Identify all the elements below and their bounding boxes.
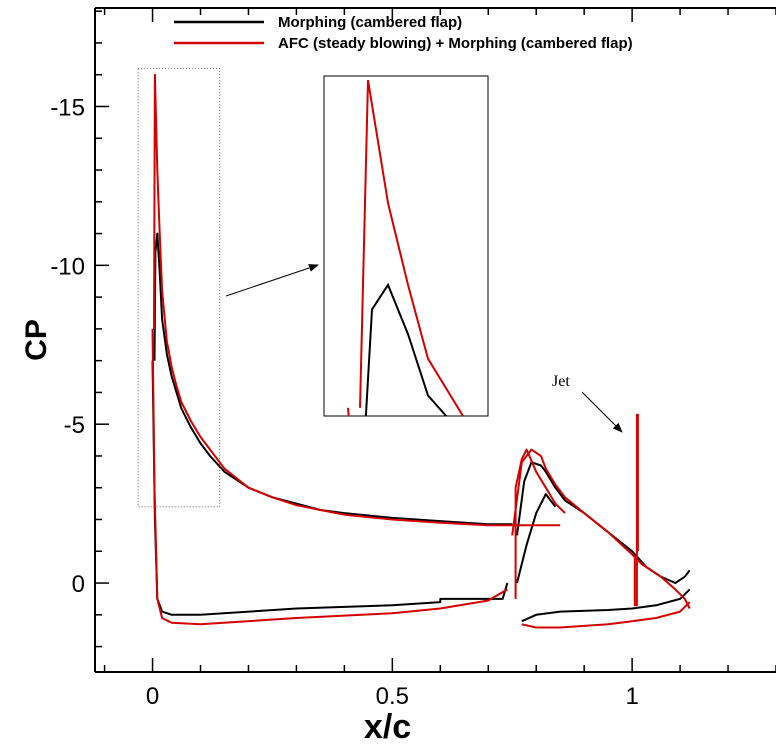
inset-frame	[323, 75, 489, 417]
y-tick-label: -10	[50, 253, 85, 280]
axes-group: 0 0.5 1 0 -5 -10 -15 x/c CP	[20, 7, 776, 744]
series-afc-segment-4	[514, 448, 566, 599]
series-morphing-segment-0	[153, 232, 513, 526]
y-axis-title: CP	[20, 319, 53, 361]
series-afc-segment-2	[511, 448, 691, 609]
series-afc-segment-0	[153, 73, 561, 527]
y-tick-label: -5	[64, 412, 85, 439]
legend-group: Morphing (cambered flap) AFC (steady blow…	[174, 14, 633, 52]
inset-series-afc	[359, 79, 465, 416]
x-tick-label: 0.5	[376, 683, 409, 710]
x-tick-label: 0	[146, 683, 159, 710]
jet-annotation-label: Jet	[552, 373, 570, 390]
jet-annotation-arrow	[581, 391, 623, 433]
series-morphing-segment-4	[516, 493, 557, 584]
annotation-group: Jet	[552, 373, 623, 433]
x-tick-label: 1	[625, 683, 638, 710]
legend-label-afc: AFC (steady blowing) + Morphing (cambere…	[278, 35, 633, 52]
series-group	[151, 73, 691, 629]
series-afc-segment-3	[521, 601, 691, 629]
x-axis-title: x/c	[364, 708, 411, 744]
inset-group	[225, 75, 489, 417]
legend-label-morphing: Morphing (cambered flap)	[278, 14, 462, 31]
inset-plot	[347, 79, 465, 416]
y-tick-label: -15	[50, 94, 85, 121]
zoom-region-box	[137, 67, 221, 508]
y-tick-label: 0	[72, 571, 85, 598]
series-morphing-segment-3	[521, 588, 691, 623]
series-afc-segment-1	[151, 328, 508, 626]
zoom-region-group	[137, 67, 221, 508]
series-afc-segment-5	[633, 413, 639, 607]
inset-arrow	[225, 264, 319, 297]
inset-series-morphing	[364, 282, 448, 416]
